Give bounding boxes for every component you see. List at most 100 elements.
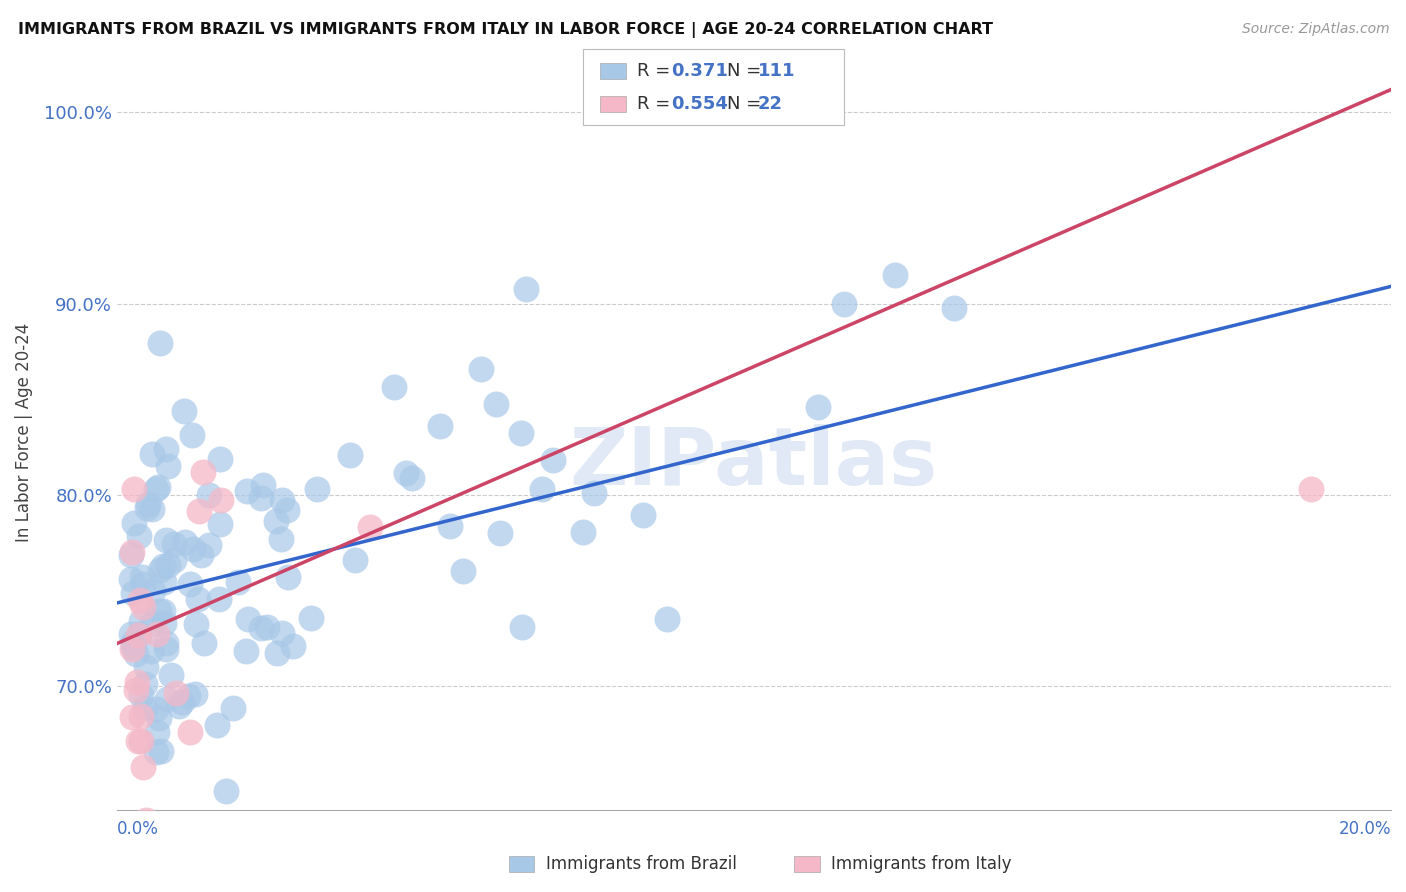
Point — [181, 542, 204, 557]
Point — [125, 648, 148, 662]
Point — [135, 660, 157, 674]
Point — [571, 525, 593, 540]
Point — [530, 483, 553, 497]
Point — [1299, 482, 1322, 496]
Point — [149, 563, 172, 577]
Text: N =: N = — [727, 95, 766, 113]
Point — [281, 640, 304, 654]
Point — [141, 616, 163, 631]
Point — [179, 725, 201, 739]
Point — [132, 577, 155, 591]
Point — [489, 526, 512, 541]
Point — [271, 493, 294, 508]
Point — [485, 397, 508, 411]
Text: Source: ZipAtlas.com: Source: ZipAtlas.com — [1241, 22, 1389, 37]
Point — [236, 612, 259, 626]
Point — [128, 528, 150, 542]
Point — [470, 361, 492, 376]
Point — [180, 427, 202, 442]
Point — [510, 620, 533, 634]
Point — [193, 465, 215, 479]
Point — [141, 502, 163, 516]
Text: 111: 111 — [758, 62, 796, 80]
Point — [271, 625, 294, 640]
Point — [250, 622, 273, 636]
Point — [145, 702, 167, 716]
Point — [122, 516, 145, 531]
Point — [209, 517, 232, 532]
Point — [395, 466, 418, 480]
Text: N =: N = — [727, 62, 766, 80]
Point — [167, 699, 190, 714]
Point — [160, 668, 183, 682]
Point — [125, 683, 148, 698]
Point — [631, 508, 654, 523]
Point — [299, 610, 322, 624]
Point — [145, 745, 167, 759]
Y-axis label: In Labor Force | Age 20-24: In Labor Force | Age 20-24 — [15, 323, 32, 542]
Point — [339, 448, 361, 462]
Point — [134, 677, 156, 691]
Point — [129, 734, 152, 748]
Point — [177, 690, 200, 704]
Point — [136, 497, 159, 511]
Text: IMMIGRANTS FROM BRAZIL VS IMMIGRANTS FROM ITALY IN LABOR FORCE | AGE 20-24 CORRE: IMMIGRANTS FROM BRAZIL VS IMMIGRANTS FRO… — [18, 22, 993, 38]
Point — [198, 488, 221, 502]
Point — [121, 640, 143, 654]
Point — [382, 380, 405, 394]
Point — [122, 634, 145, 648]
Text: ZIPatlas: ZIPatlas — [569, 424, 938, 502]
Point — [148, 336, 170, 351]
Point — [139, 644, 162, 658]
Point — [256, 620, 278, 634]
Point — [582, 486, 605, 500]
Point — [135, 813, 157, 827]
Point — [163, 553, 186, 567]
Point — [190, 548, 212, 562]
Point — [439, 519, 461, 533]
Point — [807, 400, 830, 414]
Point — [179, 577, 201, 591]
Point — [401, 471, 423, 485]
Text: R =: R = — [637, 95, 676, 113]
Point — [127, 734, 149, 748]
Point — [125, 675, 148, 690]
Point — [153, 575, 176, 590]
Text: 0.554: 0.554 — [671, 95, 727, 113]
Point — [174, 534, 197, 549]
Point — [152, 616, 174, 631]
Point — [146, 480, 169, 494]
Point — [155, 641, 177, 656]
Text: R =: R = — [637, 62, 676, 80]
Point — [277, 570, 299, 584]
Point — [120, 549, 142, 563]
Point — [252, 478, 274, 492]
Point — [141, 447, 163, 461]
Point — [515, 282, 537, 296]
Point — [128, 627, 150, 641]
Point — [222, 701, 245, 715]
Point — [165, 686, 187, 700]
Point — [226, 575, 249, 590]
Point — [122, 482, 145, 496]
Point — [163, 537, 186, 551]
Point — [155, 636, 177, 650]
Point — [146, 627, 169, 641]
Point — [193, 636, 215, 650]
Point — [943, 301, 966, 315]
Point — [188, 504, 211, 518]
Point — [129, 593, 152, 607]
Point — [541, 452, 564, 467]
Point — [142, 583, 165, 598]
Point — [121, 642, 143, 657]
Point — [236, 484, 259, 499]
Point — [884, 268, 907, 282]
Point — [129, 708, 152, 723]
Point — [134, 700, 156, 714]
Point — [184, 687, 207, 701]
Point — [184, 616, 207, 631]
Point — [157, 458, 180, 473]
Point — [131, 599, 153, 614]
Point — [155, 533, 177, 547]
Point — [360, 520, 382, 534]
